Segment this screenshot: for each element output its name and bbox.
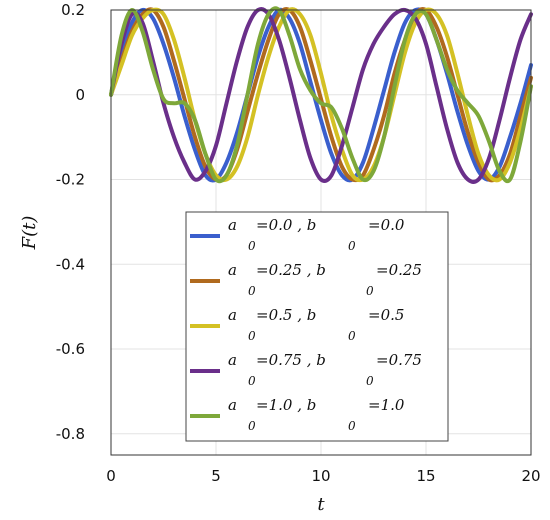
- legend-value-a: =0.0 , b: [256, 216, 316, 234]
- x-tick-label: 10: [311, 467, 330, 485]
- legend-value-b: =0.75: [376, 351, 422, 369]
- x-axis-label: t: [317, 494, 325, 515]
- y-tick-label: -0.6: [56, 340, 85, 358]
- legend-value-a: =1.0 , b: [256, 396, 316, 414]
- legend-subscript-a: 0: [248, 374, 256, 388]
- tick-labels: 0 5 10 15 20 0.2 0 -0.2 -0.4 -0.6 -0.8: [56, 1, 541, 485]
- legend-box: [185, 211, 449, 442]
- legend-label-a: a: [228, 261, 237, 279]
- legend-label-a: a: [228, 216, 237, 234]
- legend-label-a: a: [228, 396, 237, 414]
- series-line-3: [109, 7, 533, 183]
- x-tick-label: 15: [416, 467, 435, 485]
- legend-subscript-b: 0: [348, 329, 356, 343]
- legend-subscript-a: 0: [248, 419, 256, 433]
- legend-subscript-a: 0: [248, 284, 256, 298]
- series-line-2: [109, 7, 533, 183]
- legend-value-a: =0.75 , b: [256, 351, 326, 369]
- legend-subscript-b: 0: [348, 239, 356, 253]
- x-tick-label: 0: [106, 467, 116, 485]
- x-tick-label: 5: [211, 467, 221, 485]
- legend-value-b: =1.0: [368, 396, 405, 414]
- y-tick-label: 0.2: [61, 1, 85, 19]
- legend-value-b: =0.25: [376, 261, 422, 279]
- y-tick-label: 0: [75, 86, 85, 104]
- y-tick-label: -0.8: [56, 425, 85, 443]
- legend-subscript-b: 0: [366, 374, 374, 388]
- legend-value-a: =0.25 , b: [256, 261, 326, 279]
- series-line-5: [109, 6, 533, 184]
- y-tick-label: -0.4: [56, 255, 85, 273]
- legend-value-b: =0.5: [368, 306, 404, 324]
- series-line-1: [109, 7, 533, 183]
- plot-frame: [110, 9, 532, 456]
- legend-label-a: a: [228, 306, 237, 324]
- legend-subscript-b: 0: [348, 419, 356, 433]
- legend-subscript-a: 0: [248, 329, 256, 343]
- series-lines: [109, 6, 533, 184]
- y-tick-label: -0.2: [56, 171, 85, 189]
- series-line-4: [109, 7, 533, 184]
- legend-subscript-a: 0: [248, 239, 256, 253]
- legend-value-b: =0.0: [368, 216, 405, 234]
- legend-label-a: a: [228, 351, 237, 369]
- legend-subscript-b: 0: [366, 284, 374, 298]
- x-tick-label: 20: [521, 467, 540, 485]
- y-axis-label: F(t): [19, 216, 40, 251]
- legend-value-a: =0.5 , b: [256, 306, 316, 324]
